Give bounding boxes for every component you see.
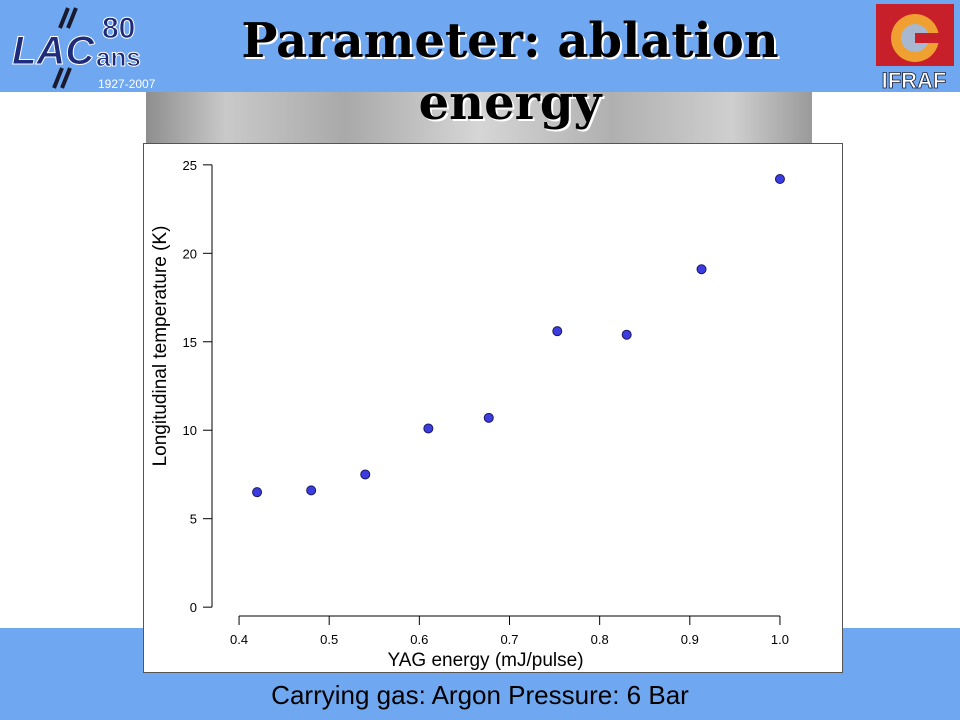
lac-logo-mark: LAC: [12, 29, 95, 73]
x-axis-label: YAG energy (mJ/pulse): [387, 650, 583, 671]
y-tick-label: 5: [190, 512, 197, 527]
ifraf-logo-slot: [915, 33, 954, 43]
data-point: [621, 329, 632, 340]
x-tick-label: 0.7: [500, 632, 518, 647]
slide-caption: Carrying gas: Argon Pressure: 6 Bar: [271, 680, 689, 710]
lac-80-ans-logo: LAC 80 ans 1927-2007: [12, 7, 156, 91]
ifraf-logo-label-bg: [872, 66, 958, 92]
lac-logo-slashes: [52, 7, 78, 89]
x-tick-label: 0.8: [591, 632, 609, 647]
scatter-chart: 0 5 10 15 20 25 0.4 0.5 0.6 0.7 0.8 0.9 1.0 Longitu…: [150, 158, 789, 671]
data-point: [483, 412, 494, 423]
data-point: [696, 264, 707, 275]
data-point: [360, 469, 371, 480]
x-tick-label: 1.0: [771, 632, 789, 647]
x-tick-label: 0.6: [410, 632, 428, 647]
y-tick-label: 20: [183, 246, 197, 261]
x-tick-label: 0.4: [230, 632, 248, 647]
header-band: [0, 0, 960, 92]
y-tick-label: 15: [183, 335, 197, 350]
y-tick-label: 25: [183, 158, 197, 173]
anniversary-years: 1927-2007: [98, 77, 156, 91]
y-ticks: 0 5 10 15 20 25: [183, 158, 212, 615]
ifraf-logo-mark: IFRAF: [882, 68, 947, 92]
y-tick-label: 0: [190, 600, 197, 615]
data-point: [552, 326, 563, 337]
y-axis-label: Longitudinal temperature (K): [150, 226, 171, 467]
data-points: [252, 174, 785, 498]
x-tick-label: 0.9: [681, 632, 699, 647]
data-point: [306, 485, 317, 496]
background-photo: [146, 92, 812, 152]
data-point: [252, 487, 263, 498]
data-point: [774, 174, 785, 184]
anniversary-word: ans: [96, 42, 141, 72]
y-tick-label: 10: [183, 423, 197, 438]
slide-title: Parameter: ablation energy: [241, 13, 779, 131]
ifraf-logo: IFRAF: [872, 4, 958, 92]
anniversary-number: 80: [102, 12, 135, 45]
x-tick-label: 0.5: [320, 632, 338, 647]
chart-panel: 0 5 10 15 20 25 0.4 0.5 0.6 0.7 0.8 0.9 1.0 Longitu…: [143, 143, 843, 673]
data-point: [423, 423, 434, 434]
x-ticks: 0.4 0.5 0.6 0.7 0.8 0.9 1.0: [230, 616, 789, 647]
